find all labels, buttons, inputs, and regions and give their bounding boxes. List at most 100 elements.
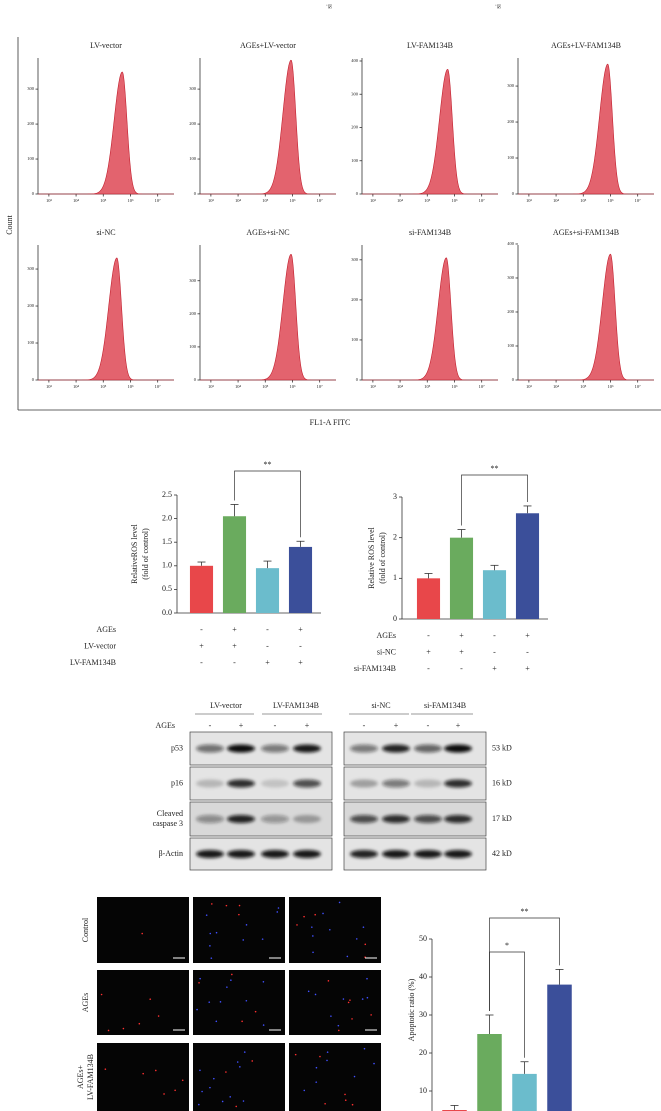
cell-dot xyxy=(346,955,349,958)
micrograph xyxy=(97,897,189,963)
bar xyxy=(416,578,441,619)
panel-title: LV-vector xyxy=(90,41,122,50)
cell-dot xyxy=(225,904,228,907)
y-tick-label: 50 xyxy=(419,934,427,943)
panel-title: AGEs+LV-FAM134B xyxy=(551,41,621,50)
micrograph xyxy=(193,970,285,1035)
y-tick-label: 100 xyxy=(351,158,359,163)
blot-band xyxy=(261,850,289,858)
condition-label: AGEs xyxy=(96,625,116,634)
y-tick-label: 100 xyxy=(189,344,197,349)
x-tick-label: 10⁴ xyxy=(73,384,80,389)
cell-dot xyxy=(303,915,305,918)
blot-band xyxy=(382,744,410,753)
cropped-label: si xyxy=(326,4,334,9)
cell-dot xyxy=(174,1089,176,1092)
treatment-sign: - xyxy=(363,721,366,730)
cell-dot xyxy=(238,904,241,907)
cell-dot xyxy=(196,1008,198,1011)
significance-label: ** xyxy=(491,464,499,473)
blot-band xyxy=(414,850,442,858)
x-tick-label: 10³ xyxy=(46,198,53,203)
x-tick-label: 10⁶ xyxy=(607,384,614,389)
cell-dot xyxy=(355,938,358,940)
blot-band xyxy=(196,744,224,753)
y-tick-label: 0 xyxy=(32,191,35,196)
condition-label: LV-vector xyxy=(84,641,116,650)
histogram xyxy=(518,253,654,381)
bar xyxy=(288,546,313,613)
cell-dot xyxy=(242,939,245,941)
x-tick-label: 10⁵ xyxy=(262,198,269,203)
x-tick-label: 10⁵ xyxy=(262,384,269,389)
condition-label: si-NC xyxy=(377,647,396,656)
cell-dot xyxy=(326,1051,329,1053)
cell-dot xyxy=(141,932,143,935)
blot-band xyxy=(293,815,321,823)
histogram xyxy=(362,69,498,195)
panel-title: AGEs+si-NC xyxy=(246,228,289,237)
cell-dot xyxy=(315,1081,318,1083)
treatment-sign: + xyxy=(394,721,399,730)
condition-sign: + xyxy=(232,625,237,634)
significance-bracket xyxy=(234,470,301,538)
y-tick-label: 200 xyxy=(507,309,515,314)
panel-title: si-FAM134B xyxy=(409,228,451,237)
cell-dot xyxy=(349,999,351,1001)
blot-band xyxy=(414,744,442,753)
cell-dot xyxy=(351,1103,354,1106)
blot-band xyxy=(227,815,255,823)
y-tick-label: 0 xyxy=(194,191,197,196)
blot-band xyxy=(382,850,410,858)
cell-dot xyxy=(314,993,317,996)
y-tick-label: 1.0 xyxy=(162,561,172,570)
x-tick-label: 10⁵ xyxy=(580,198,587,203)
condition-sign: + xyxy=(492,664,497,673)
y-tick-label: 100 xyxy=(189,156,197,161)
y-tick-label: 100 xyxy=(27,340,35,345)
cell-dot xyxy=(351,1018,353,1020)
condition-sign: - xyxy=(427,664,430,673)
cell-dot xyxy=(337,1024,340,1027)
x-tick-label: 10⁴ xyxy=(553,198,560,203)
blot-band xyxy=(382,815,410,823)
histogram xyxy=(200,59,336,195)
cell-dot xyxy=(353,1075,356,1078)
cell-dot xyxy=(198,982,200,984)
condition-sign: - xyxy=(526,647,529,656)
x-tick-label: 10⁶ xyxy=(127,384,134,389)
cell-dot xyxy=(315,1066,318,1069)
cell-dot xyxy=(215,931,218,934)
x-tick-label: 10³ xyxy=(526,384,533,389)
x-tick-label: 10⁶ xyxy=(289,384,296,389)
y-tick-label: 300 xyxy=(507,83,515,88)
blot-band xyxy=(293,850,321,858)
blot-band xyxy=(414,815,442,823)
cell-dot xyxy=(107,1029,110,1032)
y-axis-label: (fold of control) xyxy=(378,532,387,584)
blot-band xyxy=(227,850,255,858)
cell-dot xyxy=(245,999,248,1002)
condition-sign: - xyxy=(493,647,496,656)
cell-dot xyxy=(243,1051,246,1053)
cell-dot xyxy=(231,973,233,976)
bar xyxy=(449,537,474,619)
x-tick-label: 10³ xyxy=(370,384,377,389)
y-tick-label: 0 xyxy=(356,377,359,382)
y-axis-label: Relative ROS level xyxy=(367,526,376,589)
y-tick-label: 1 xyxy=(393,573,397,582)
blot-band xyxy=(444,744,472,753)
cell-dot xyxy=(347,1001,350,1004)
panel-title: AGEs+LV-vector xyxy=(240,41,296,50)
micrograph xyxy=(193,1043,285,1111)
blot-band xyxy=(196,779,224,788)
y-axis-label: RelativeROS level xyxy=(130,523,139,584)
x-tick-label: 10⁷ xyxy=(635,198,642,203)
x-tick-label: 10³ xyxy=(526,198,533,203)
cell-dot xyxy=(242,1100,245,1102)
blot-band xyxy=(350,744,378,753)
y-tick-label: 20 xyxy=(419,1048,427,1057)
y-axis-label: Count xyxy=(5,214,14,234)
cell-dot xyxy=(362,926,365,928)
condition-label: AGEs xyxy=(376,631,396,640)
